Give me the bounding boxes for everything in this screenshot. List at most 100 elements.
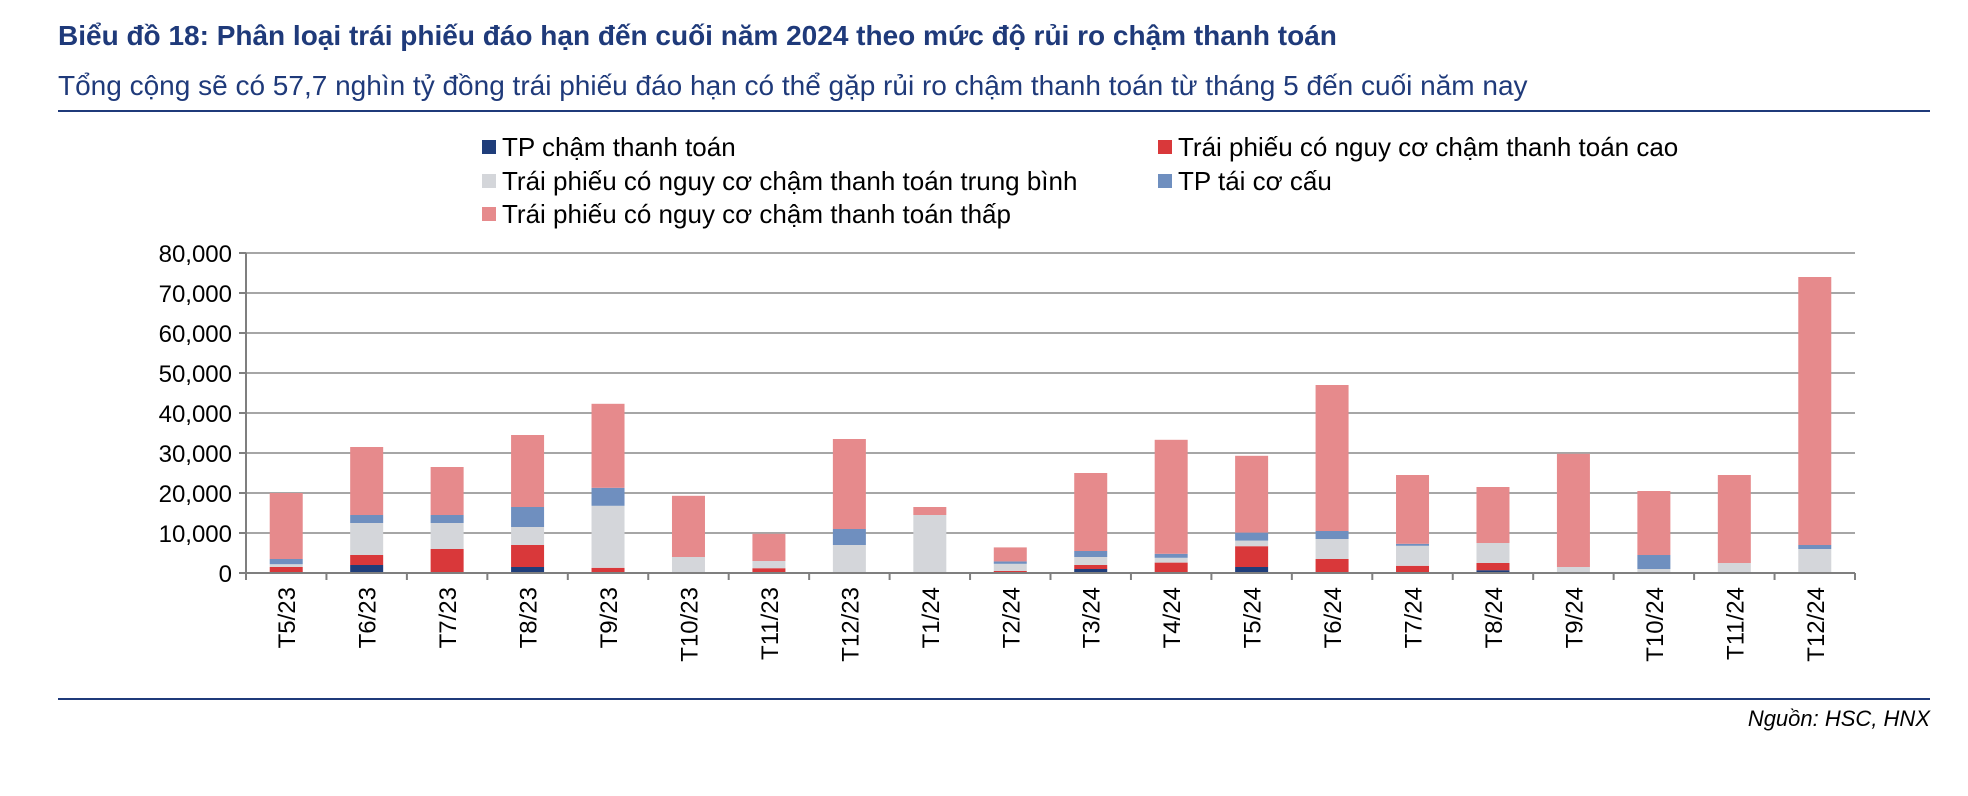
bar-segment-T12-24-s3 <box>1798 549 1832 573</box>
bar-segment-T10-24-s4 <box>1637 555 1671 569</box>
bar-segment-T1-24-s5 <box>913 507 947 515</box>
bar-segment-T10-24-s3 <box>1637 569 1671 573</box>
bar-segment-T7-24-s4 <box>1396 543 1430 546</box>
bar-segment-T8-24-s3 <box>1476 543 1510 563</box>
x-tick-label: T2/24 <box>998 587 1025 648</box>
y-tick-label: 50,000 <box>159 361 232 388</box>
gridlines <box>246 252 1855 534</box>
bar-segment-T1-24-s3 <box>913 515 947 573</box>
bar-segment-T7-23-s5 <box>430 467 464 515</box>
top-divider <box>58 110 1930 112</box>
bar-segment-T2-24-s5 <box>993 547 1027 562</box>
x-tick-label: T10/24 <box>1642 587 1669 662</box>
bar-segment-T8-24-s1 <box>1476 570 1510 573</box>
x-axis: T5/23 T6/23 T7/23 T8/23 T9/23 T10/23 T11/23 T12… <box>245 572 1856 662</box>
bar-segment-T9-23-s4 <box>591 487 625 506</box>
legend-label: TP tái cơ cấu <box>1178 166 1332 196</box>
bar-segment-T11-24-s3 <box>1717 563 1751 573</box>
x-tick-label: T9/23 <box>596 587 623 648</box>
bar-segment-T9-24-s5 <box>1556 453 1590 567</box>
legend-label: Trái phiếu có nguy cơ chậm thanh toán th… <box>502 199 1011 229</box>
bar-segment-T6-24-s4 <box>1315 531 1349 539</box>
x-tick-label: T12/24 <box>1803 587 1830 662</box>
x-tick-label: T4/24 <box>1159 587 1186 648</box>
bar-segment-T6-24-s3 <box>1315 539 1349 559</box>
bar-segment-T3-24-s4 <box>1074 551 1108 557</box>
bar-segment-T4-24-s5 <box>1154 439 1188 554</box>
x-tick-label: T5/23 <box>274 587 301 648</box>
bar-segment-T11-23-s3 <box>752 561 786 569</box>
bar-segment-T5-23-s3 <box>269 564 303 567</box>
legend-label: Trái phiếu có nguy cơ chậm thanh toán ca… <box>1178 132 1678 162</box>
x-tick-label: T7/24 <box>1401 587 1428 648</box>
x-tick-label: T5/24 <box>1240 587 1267 648</box>
bar-segment-T2-24-s3 <box>993 563 1027 571</box>
legend-swatch <box>482 174 496 188</box>
bar-segment-T5-23-s2 <box>269 567 303 573</box>
legend-swatch <box>1158 140 1172 154</box>
stacked-bar-chart: TP chậm thanh toán Trái phiếu có nguy cơ … <box>159 132 1856 662</box>
x-tick-label: T3/24 <box>1079 587 1106 648</box>
bar-segment-T3-24-s5 <box>1074 473 1108 551</box>
bar-segment-T5-24-s4 <box>1235 532 1269 541</box>
bar-segment-T5-23-s4 <box>269 559 303 565</box>
bar-segment-T6-24-s5 <box>1315 385 1349 531</box>
bar-segment-T9-23-s2 <box>591 567 625 573</box>
bar-segment-T12-24-s4 <box>1798 545 1832 549</box>
bar-segment-T8-23-s2 <box>511 545 545 567</box>
bar-segment-T7-23-s4 <box>430 515 464 523</box>
chart-title: Biểu đồ 18: Phân loại trái phiếu đáo hạn… <box>58 20 1337 51</box>
y-axis: 0 10,000 20,000 30,000 40,000 50,000 60,000 70,… <box>159 241 247 588</box>
source-note: Nguồn: HSC, HNX <box>1747 706 1930 731</box>
bar-segment-T5-24-s5 <box>1235 455 1269 533</box>
bar-segment-T7-24-s3 <box>1396 545 1430 566</box>
legend-swatch <box>1158 174 1172 188</box>
bar-segment-T8-23-s4 <box>511 507 545 527</box>
bar-segment-T7-23-s2 <box>430 549 464 573</box>
x-tick-label: T9/24 <box>1561 587 1588 648</box>
legend-swatch <box>482 207 496 221</box>
bar-segment-T8-23-s1 <box>511 567 545 573</box>
legend-label: Trái phiếu có nguy cơ chậm thanh toán tr… <box>502 166 1077 196</box>
bar-segment-T5-24-s2 <box>1235 546 1269 567</box>
bar-segment-T7-24-s2 <box>1396 565 1430 573</box>
chart-legend: TP chậm thanh toán Trái phiếu có nguy cơ … <box>482 132 1678 229</box>
bar-segment-T6-24-s2 <box>1315 559 1349 573</box>
bar-segment-T2-24-s4 <box>993 561 1027 564</box>
legend-swatch <box>482 140 496 154</box>
x-tick-label: T1/24 <box>918 587 945 648</box>
bar-segment-T5-24-s1 <box>1235 567 1269 573</box>
bar-segment-T8-23-s5 <box>511 435 545 507</box>
bar-segment-T11-24-s5 <box>1717 475 1751 563</box>
legend-label: TP chậm thanh toán <box>502 132 736 162</box>
bar-segment-T9-23-s3 <box>591 505 625 568</box>
bottom-divider <box>58 698 1930 700</box>
bar-segment-T6-23-s3 <box>350 523 384 555</box>
bar-segment-T4-24-s4 <box>1154 553 1188 558</box>
x-tick-label: T10/23 <box>676 587 703 662</box>
x-tick-label: T7/23 <box>435 587 462 648</box>
y-tick-label: 80,000 <box>159 241 232 268</box>
bar-segment-T5-24-s3 <box>1235 540 1269 547</box>
bar-segment-T10-23-s3 <box>671 557 705 573</box>
x-tick-label: T6/24 <box>1320 587 1347 648</box>
y-tick-label: 70,000 <box>159 281 232 308</box>
bar-segment-T10-23-s5 <box>671 495 705 557</box>
bar-segment-T8-24-s2 <box>1476 563 1510 571</box>
x-tick-label: T12/23 <box>837 587 864 662</box>
x-tick-label: T11/24 <box>1722 587 1749 660</box>
bar-segment-T10-24-s5 <box>1637 491 1671 555</box>
chart-subtitle: Tổng cộng sẽ có 57,7 nghìn tỷ đồng trái … <box>58 70 1528 101</box>
bars <box>269 277 1832 573</box>
bar-segment-T12-23-s3 <box>832 545 866 573</box>
bar-segment-T3-24-s2 <box>1074 565 1108 569</box>
bar-segment-T6-23-s1 <box>350 565 384 573</box>
bar-segment-T7-23-s3 <box>430 523 464 549</box>
y-tick-label: 30,000 <box>159 441 232 468</box>
bar-segment-T12-23-s4 <box>832 529 866 545</box>
x-tick-label: T8/23 <box>516 587 543 648</box>
bar-segment-T11-23-s5 <box>752 533 786 561</box>
y-tick-label: 40,000 <box>159 401 232 428</box>
bar-segment-T4-24-s2 <box>1154 562 1188 573</box>
bar-segment-T4-24-s3 <box>1154 557 1188 563</box>
